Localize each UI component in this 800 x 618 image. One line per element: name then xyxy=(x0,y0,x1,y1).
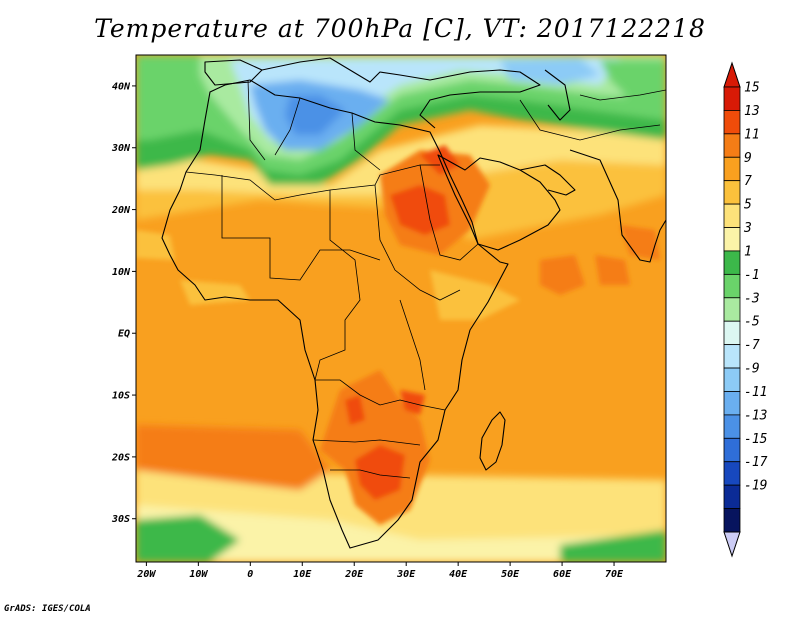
colorbar-swatch xyxy=(723,156,741,182)
lat-tick-label: 10N xyxy=(112,267,131,278)
colorbar-level-label: -1 xyxy=(744,268,760,283)
coastlines xyxy=(161,57,666,549)
colorbar-swatch xyxy=(723,297,741,322)
colorbar-level-label: -19 xyxy=(744,479,767,494)
madagascar-outline xyxy=(479,411,506,471)
colorbar-swatch xyxy=(723,437,741,463)
colorbar-level-label: -3 xyxy=(744,291,760,306)
lat-tick-label: 20N xyxy=(111,205,131,216)
credit-text: GrADS: IGES/COLA xyxy=(4,604,91,614)
colorbar-level-label: -13 xyxy=(744,408,767,423)
lat-tick-label: 40N xyxy=(112,81,131,92)
colorbar-level-label: -17 xyxy=(744,455,768,470)
colorbar-level-label: 13 xyxy=(744,104,760,119)
colorbar-swatch xyxy=(723,203,741,228)
africa-outline xyxy=(161,79,509,549)
colorbar-swatch xyxy=(723,391,741,416)
temperature-field xyxy=(136,55,666,562)
iberia-outline xyxy=(204,59,263,86)
lon-tick-label: 40E xyxy=(449,569,468,580)
colorbar-swatch xyxy=(723,367,741,392)
lat-axis: 40N 30N 20N 10N EQ 10S 20S 30S xyxy=(111,81,136,525)
colorbar-swatch xyxy=(723,86,741,111)
colorbar-top-arrow xyxy=(723,61,741,88)
lon-tick-label: 0 xyxy=(247,569,253,580)
colorbar-swatch xyxy=(723,484,741,509)
lat-tick-label: 30N xyxy=(111,143,131,154)
colorbar-level-label: 11 xyxy=(744,127,760,142)
colorbar-level-label: -9 xyxy=(744,362,760,377)
lat-tick-label: 20S xyxy=(111,452,130,463)
lon-tick-label: 10W xyxy=(189,569,208,580)
colorbar-swatch xyxy=(723,273,741,299)
colorbar-bottom-arrow xyxy=(723,531,741,558)
lon-tick-label: 70E xyxy=(605,569,624,580)
colorbar-legend: 15 13 11 9 7 5 3 1 -1 -3 -5 -7 -9 -11 -13 -15 -17 -19 xyxy=(723,61,768,558)
colorbar-level-label: 7 xyxy=(744,174,752,189)
india-outline xyxy=(569,149,666,263)
colorbar-swatch xyxy=(723,320,741,346)
chart-title: Temperature at 700hPa [C], VT: 201712221… xyxy=(94,14,706,43)
lon-tick-label: 60E xyxy=(553,569,572,580)
lon-axis: 20W 10W 0 10E 20E 30E 40E 50E 60E 70E xyxy=(136,562,624,580)
country-borders xyxy=(185,79,666,479)
arabian-peninsula xyxy=(437,154,561,251)
colorbar-swatch xyxy=(723,461,741,486)
caspian-coast xyxy=(544,69,571,121)
colorbar-level-label: -15 xyxy=(744,432,768,447)
colorbar-level-label: -11 xyxy=(744,385,767,400)
colorbar-level-label: 3 xyxy=(743,221,752,236)
lon-tick-label: 30E xyxy=(396,569,416,580)
colorbar-level-label: 15 xyxy=(744,81,760,96)
colorbar-swatch xyxy=(723,133,741,158)
colorbar-swatch xyxy=(723,250,741,275)
lat-tick-label: EQ xyxy=(118,329,130,340)
colorbar-swatch xyxy=(723,508,741,533)
colorbar-level-label: 1 xyxy=(744,244,752,259)
lon-tick-label: 20W xyxy=(136,569,156,580)
lon-tick-label: 20E xyxy=(344,569,364,580)
persian-gulf xyxy=(519,164,576,196)
colorbar-swatch xyxy=(723,180,741,205)
colorbar-level-label: -5 xyxy=(744,315,760,330)
europe-coast xyxy=(261,57,541,129)
colorbar-level-label: 5 xyxy=(744,198,752,213)
lat-tick-label: 30S xyxy=(111,514,130,525)
lon-tick-label: 10E xyxy=(293,569,312,580)
colorbar-swatch xyxy=(723,414,741,439)
lon-tick-label: 50E xyxy=(501,569,520,580)
map-frame xyxy=(135,54,667,563)
colorbar-level-label: -7 xyxy=(744,338,760,353)
lat-tick-label: 10S xyxy=(112,391,130,402)
colorbar-swatch xyxy=(723,110,741,135)
colorbar-swatch xyxy=(723,344,741,369)
colorbar-level-label: 9 xyxy=(744,151,752,166)
colorbar-swatch xyxy=(723,227,741,252)
